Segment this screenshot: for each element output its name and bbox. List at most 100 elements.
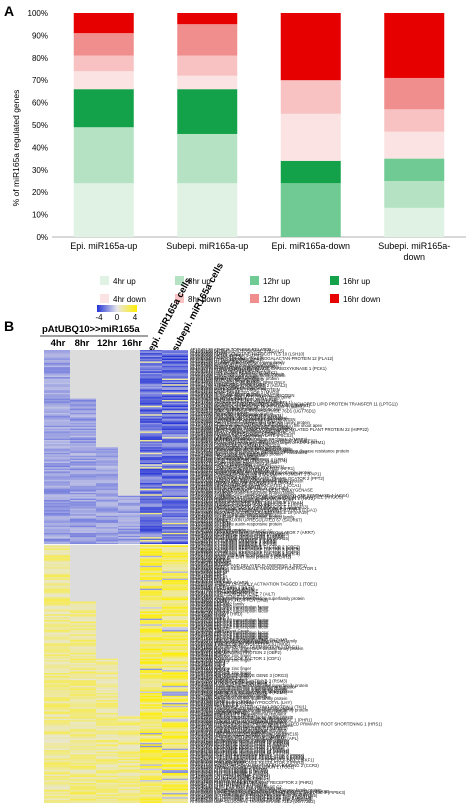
heatmap-cell <box>70 465 96 468</box>
gene-label: AT4G13640 UNFERTILIZED EMBRYO SAC 16 (UN… <box>190 732 299 737</box>
heatmap-cell <box>70 677 96 679</box>
heatmap-cell <box>162 537 188 539</box>
heatmap-cell <box>140 557 162 559</box>
heatmap-cell <box>96 770 118 772</box>
heatmap-cell <box>70 487 96 489</box>
heatmap-cell <box>162 641 188 643</box>
heatmap-cell <box>44 351 70 353</box>
heatmap-cell <box>70 418 96 421</box>
gene-label: AT1G64380 ERF061 <box>190 600 230 605</box>
heatmap-cell <box>44 742 70 745</box>
gene-label: AT2G41710 AP2-domain protein <box>190 590 252 595</box>
heatmap-cell <box>44 508 70 511</box>
heatmap-cell <box>140 737 162 739</box>
heatmap-cell <box>96 735 118 738</box>
gene-label: AT1G78630 PLANT U-BOX 4 <box>190 396 247 401</box>
gene-label: AT5G11590 TINY2 <box>190 613 226 618</box>
heatmap-cell <box>118 791 140 794</box>
heatmap-cell <box>70 652 96 655</box>
gene-label: AT5G54360 PYRROLINE-5-CARBOXYLATE (P5CS2… <box>190 433 294 438</box>
heatmap-cell <box>162 551 188 553</box>
gene-label: AT5G24470 PSEUDO-RESPONSE REGULATOR 5 (P… <box>190 756 305 761</box>
gene-label: AT5G29000 PHR1-LIKE 1 (PHL1) <box>190 713 255 718</box>
heatmap-cell <box>44 684 70 686</box>
heatmap-cell <box>44 432 70 435</box>
heatmap-cell <box>162 402 188 405</box>
heatmap-cell <box>96 468 118 471</box>
heatmap-cell <box>44 481 70 483</box>
heatmap-cell <box>70 497 96 499</box>
heatmap-cell <box>118 774 140 776</box>
heatmap-cell <box>140 677 162 679</box>
heatmap-cell <box>140 401 162 403</box>
gene-label: AT3G20840 PLETHORA 1 (PLT1) <box>190 586 255 591</box>
heatmap-cell <box>162 355 188 358</box>
heatmap-cell <box>70 521 96 523</box>
heatmap-cell <box>44 465 70 468</box>
heatmap-cell <box>140 475 162 478</box>
heatmap-cell <box>118 531 140 533</box>
heatmap-cell <box>44 705 70 708</box>
legend-swatch-8hr-down <box>175 294 184 303</box>
heatmap-cell <box>44 401 70 403</box>
heatmap-cell <box>140 477 162 479</box>
heatmap-cell <box>140 707 162 709</box>
heatmap-cell <box>140 738 162 741</box>
heatmap-cell <box>140 408 162 411</box>
heatmap-cell <box>44 450 70 452</box>
heatmap-cell <box>44 435 70 438</box>
heatmap-cell <box>96 761 118 764</box>
heatmap-cell <box>162 624 188 626</box>
gene-label: AT4G01280 REVEILLE 5 <box>190 703 239 708</box>
gene-label: AT4G35800 NUCLEAR RNA POLYMERASE B1 <box>190 786 282 791</box>
heatmap-cell <box>44 755 70 758</box>
heatmap-cell <box>140 398 162 401</box>
gene-label: AT2G22810 1-AMINO-CYCLOPROPANE-1-CARBOXY… <box>190 493 349 498</box>
heatmap-cell <box>118 792 140 795</box>
heatmap-cell <box>162 730 188 732</box>
heatmap-cell <box>118 540 140 542</box>
heatmap-cell <box>44 514 70 516</box>
heatmap-cell <box>44 634 70 636</box>
gene-label: AT3G09600 REVEILLE 8 (RVE8) <box>190 702 254 707</box>
heatmap-cell <box>140 452 162 455</box>
heatmap-cell <box>44 387 70 389</box>
heatmap-cell <box>44 472 70 475</box>
heatmap-cell <box>96 462 118 465</box>
heatmap-cell <box>118 740 140 742</box>
heatmap-cell <box>70 527 96 529</box>
heatmap-cell <box>70 764 96 766</box>
heatmap-cell <box>44 770 70 772</box>
gene-label: AT1G75450 CYTOKININ OXIDASE 5 <box>190 543 262 548</box>
gene-label: AT2G21210 SAUR6 <box>190 519 229 524</box>
heatmap-cell <box>140 780 162 782</box>
heatmap-cell <box>162 731 188 734</box>
heatmap-cell <box>162 754 188 756</box>
heatmap-cell <box>118 750 140 752</box>
heatmap-cell <box>96 507 118 509</box>
heatmap-cell <box>70 477 96 479</box>
gene-label: AT2G24040 MORPHOGENESIS OF ROOT HAIR 1 (… <box>190 404 305 409</box>
gene-label: AT1G67710 RESPONSE REGULATOR 11 (ARR11) <box>190 743 289 748</box>
heatmap-cell <box>70 745 96 748</box>
heatmap-cell <box>162 734 188 736</box>
heatmap-cell <box>70 615 96 618</box>
heatmap-cell <box>96 524 118 526</box>
heatmap-cell <box>118 737 140 739</box>
heatmap-cell <box>162 657 188 659</box>
heatmap-cell <box>162 764 188 766</box>
heatmap-cell <box>140 757 162 759</box>
gene-label: AT3G16770 RAP2.3 <box>190 579 229 584</box>
heatmap-cell <box>96 490 118 492</box>
heatmap-cell <box>70 675 96 678</box>
y-tick-label: 70% <box>32 76 48 85</box>
heatmap-cell <box>70 537 96 539</box>
heatmap-cell <box>70 484 96 486</box>
gene-label: AT1G03700 Protein PIN-FORMED (PIN4) <box>190 442 270 447</box>
heatmap-cell <box>44 385 70 388</box>
heatmap-cell <box>140 362 162 365</box>
panel-a-ylabel: % of miR165a regulated genes <box>11 90 21 207</box>
heatmap-cell <box>118 498 140 501</box>
gene-label: AT2G40970 MYB DOMAIN PROTEIN C1 (MYBC1) <box>190 726 288 731</box>
heatmap-cell <box>140 407 162 409</box>
